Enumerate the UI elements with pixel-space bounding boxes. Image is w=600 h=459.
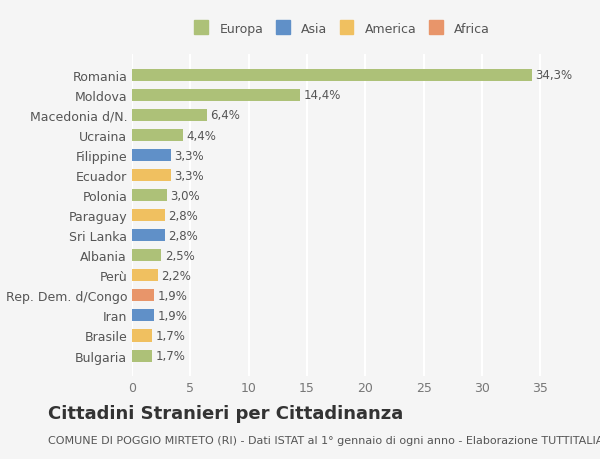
Bar: [132, 190, 167, 202]
Text: COMUNE DI POGGIO MIRTETO (RI) - Dati ISTAT al 1° gennaio di ogni anno - Elaboraz: COMUNE DI POGGIO MIRTETO (RI) - Dati IST…: [48, 435, 600, 445]
Bar: [132, 270, 158, 282]
Bar: [132, 150, 170, 162]
Text: 1,9%: 1,9%: [158, 289, 188, 302]
Bar: [132, 210, 164, 222]
Text: 3,3%: 3,3%: [174, 169, 203, 182]
Text: 4,4%: 4,4%: [187, 129, 217, 142]
Text: 6,4%: 6,4%: [210, 109, 240, 122]
Bar: [132, 250, 161, 262]
Text: Cittadini Stranieri per Cittadinanza: Cittadini Stranieri per Cittadinanza: [48, 404, 403, 422]
Text: 1,9%: 1,9%: [158, 309, 188, 322]
Bar: [132, 170, 170, 182]
Bar: [132, 70, 532, 82]
Legend: Europa, Asia, America, Africa: Europa, Asia, America, Africa: [191, 20, 493, 40]
Bar: [132, 290, 154, 302]
Bar: [132, 130, 184, 142]
Bar: [132, 230, 164, 242]
Text: 2,5%: 2,5%: [164, 249, 194, 262]
Text: 1,7%: 1,7%: [155, 329, 185, 342]
Text: 2,2%: 2,2%: [161, 269, 191, 282]
Text: 14,4%: 14,4%: [304, 89, 341, 102]
Text: 2,8%: 2,8%: [168, 209, 198, 222]
Text: 2,8%: 2,8%: [168, 229, 198, 242]
Text: 3,0%: 3,0%: [170, 189, 200, 202]
Text: 1,7%: 1,7%: [155, 349, 185, 362]
Text: 3,3%: 3,3%: [174, 149, 203, 162]
Bar: [132, 110, 206, 122]
Bar: [132, 90, 300, 102]
Text: 34,3%: 34,3%: [536, 69, 573, 82]
Bar: [132, 330, 152, 342]
Bar: [132, 310, 154, 322]
Bar: [132, 350, 152, 362]
